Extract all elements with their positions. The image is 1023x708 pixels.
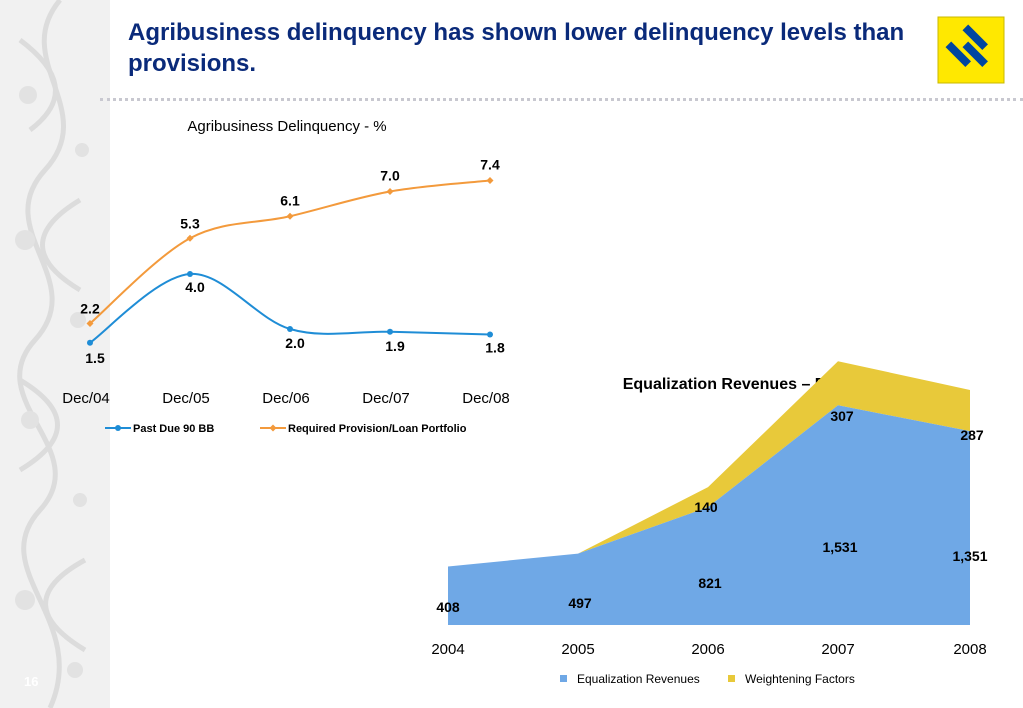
banco-do-brasil-logo-icon	[937, 16, 1005, 84]
data-label: 2.0	[285, 335, 305, 351]
x-tick-label: Dec/06	[262, 390, 310, 407]
data-label: 7.0	[380, 168, 400, 184]
data-label: 5.3	[180, 215, 200, 231]
dotted-divider	[100, 98, 1023, 104]
floral-ornament	[0, 0, 110, 708]
data-label: 1,531	[822, 539, 857, 555]
legend-marker	[115, 425, 121, 431]
data-label: 7.4	[480, 157, 500, 173]
legend-label: Past Due 90 BB	[133, 423, 214, 435]
page-number: 16	[24, 674, 39, 689]
area-weightening-factors	[448, 361, 970, 567]
x-tick-label: 2004	[431, 641, 464, 658]
series-line-past-due	[89, 272, 491, 344]
data-point	[387, 328, 393, 335]
equalization-area-chart: Equalization Revenues – R$ million 408 49…	[431, 361, 988, 686]
delinquency-line-chart: Agribusiness Delinquency - % 1.5 4.0 2.0 1.…	[62, 118, 510, 435]
data-label: 1.9	[385, 338, 405, 354]
data-point	[487, 331, 493, 338]
x-tick-label: 2006	[691, 641, 724, 658]
legend-label: Weightening Factors	[745, 672, 855, 686]
data-label: 1.8	[485, 340, 505, 356]
data-point	[187, 271, 193, 277]
x-tick-label: 2005	[561, 641, 594, 658]
data-point	[287, 326, 293, 332]
data-label: 408	[436, 599, 460, 615]
data-label: 287	[960, 427, 984, 443]
x-tick-label: Dec/04	[62, 390, 110, 407]
area-equalization-revenues	[448, 405, 970, 625]
x-tick-label: Dec/07	[362, 390, 410, 407]
data-point	[386, 188, 394, 195]
data-label: 140	[694, 499, 718, 515]
data-point	[86, 320, 94, 327]
legend-marker	[269, 424, 277, 432]
legend-swatch	[560, 675, 567, 682]
data-point	[286, 212, 294, 220]
data-label: 497	[568, 595, 592, 611]
legend-swatch	[728, 675, 735, 682]
data-label: 4.0	[185, 279, 205, 295]
data-point	[87, 339, 93, 346]
legend-label: Equalization Revenues	[577, 672, 700, 686]
data-point	[486, 177, 494, 184]
data-point	[186, 234, 194, 242]
legend-label: Required Provision/Loan Portfolio	[288, 423, 467, 435]
x-tick-label: 2007	[821, 641, 854, 658]
data-label: 1.5	[85, 350, 105, 366]
data-label: 2.2	[80, 301, 100, 317]
slide-title: Agribusiness delinquency has shown lower…	[128, 19, 905, 77]
x-tick-label: Dec/05	[162, 390, 210, 407]
data-label: 307	[830, 408, 854, 424]
x-tick-label: Dec/08	[462, 390, 510, 407]
data-label: 821	[698, 575, 722, 591]
data-label: 6.1	[280, 192, 300, 208]
chart1-title: Agribusiness Delinquency - %	[187, 118, 386, 135]
x-tick-label: 2008	[953, 641, 986, 658]
data-label: 1,351	[952, 548, 987, 564]
